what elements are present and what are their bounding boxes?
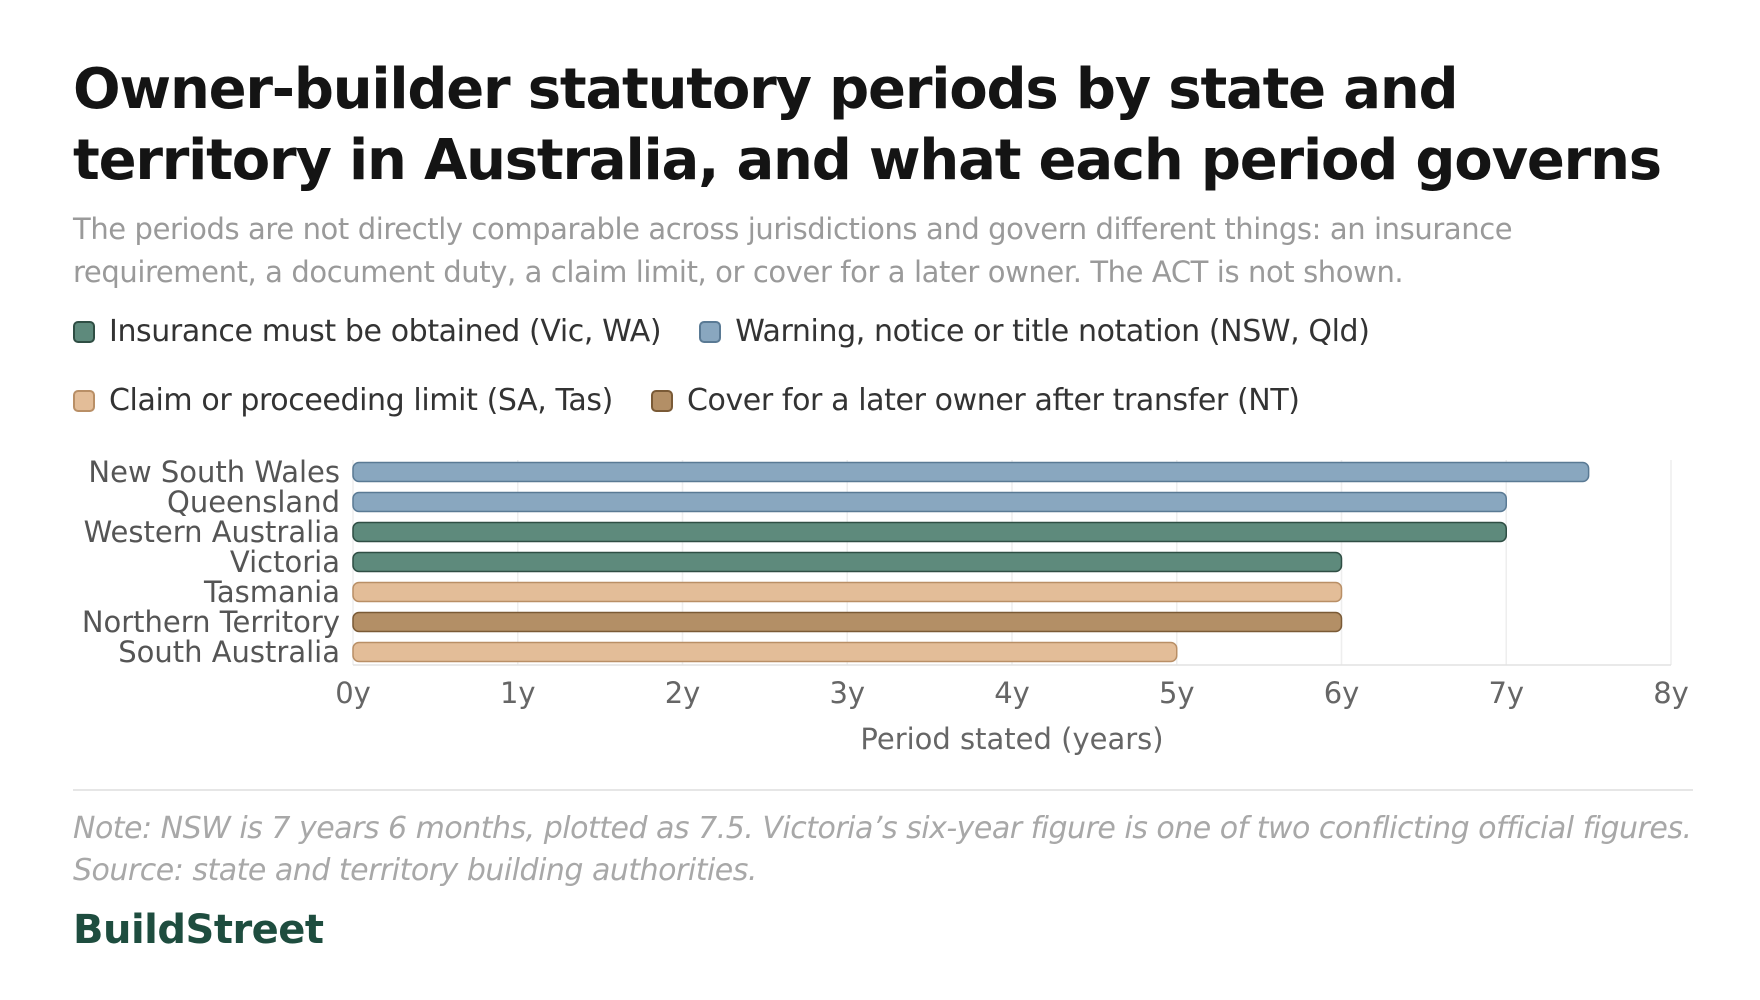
legend-row-1: Insurance must be obtained (Vic, WA) War… <box>73 314 1408 349</box>
x-tick-label: 0y <box>335 676 371 710</box>
bar <box>352 521 1507 543</box>
category-label: Victoria <box>230 545 340 579</box>
legend-label: Claim or proceeding limit (SA, Tas) <box>109 383 613 418</box>
x-tick-label: 3y <box>829 676 865 710</box>
bar <box>352 581 1343 603</box>
note-text: Note: NSW is 7 years 6 months, plotted a… <box>73 811 1692 846</box>
legend-swatch <box>650 389 673 412</box>
legend-row-2: Claim or proceeding limit (SA, Tas) Cove… <box>73 383 1338 418</box>
chart-subtitle: The periods are not directly comparable … <box>73 212 1513 289</box>
chart-footnote: Note: NSW is 7 years 6 months, plotted a… <box>73 808 1733 892</box>
x-tick-label: 2y <box>665 676 701 710</box>
x-tick-label: 5y <box>1159 676 1195 710</box>
legend-label: Warning, notice or title notation (NSW, … <box>735 314 1370 349</box>
category-label: Queensland <box>167 485 340 519</box>
bar <box>352 641 1178 663</box>
brand-logo: BuildStreet <box>73 907 324 953</box>
legend-item-insurance: Insurance must be obtained (Vic, WA) <box>73 314 662 349</box>
x-tick-label: 4y <box>994 676 1030 710</box>
legend-label: Cover for a later owner after transfer (… <box>686 383 1300 418</box>
legend-item-claim-limit: Claim or proceeding limit (SA, Tas) <box>73 383 613 418</box>
bar <box>352 611 1343 633</box>
legend-item-later-owner: Cover for a later owner after transfer (… <box>650 383 1300 418</box>
category-label: New South Wales <box>88 455 340 489</box>
x-tick-label: 1y <box>500 676 536 710</box>
x-tick-label: 7y <box>1488 676 1524 710</box>
category-label: Western Australia <box>84 515 340 549</box>
legend-label: Insurance must be obtained (Vic, WA) <box>109 314 662 349</box>
legend-item-warning: Warning, notice or title notation (NSW, … <box>699 314 1370 349</box>
category-label: South Australia <box>118 635 340 669</box>
bar <box>352 491 1507 513</box>
category-label: Northern Territory <box>82 605 340 639</box>
bar <box>352 551 1343 573</box>
legend-swatch <box>73 389 95 412</box>
bar <box>352 461 1590 483</box>
chart-title: Owner-builder statutory periods by state… <box>73 57 1662 193</box>
x-tick-label: 6y <box>1324 676 1360 710</box>
legend-swatch <box>73 320 95 343</box>
x-axis-title: Period stated (years) <box>860 722 1163 756</box>
source-text: Source: state and territory building aut… <box>73 853 757 888</box>
legend-swatch <box>699 320 722 343</box>
category-label: Tasmania <box>203 575 340 609</box>
x-tick-label: 8y <box>1653 676 1689 710</box>
divider <box>73 789 1693 791</box>
